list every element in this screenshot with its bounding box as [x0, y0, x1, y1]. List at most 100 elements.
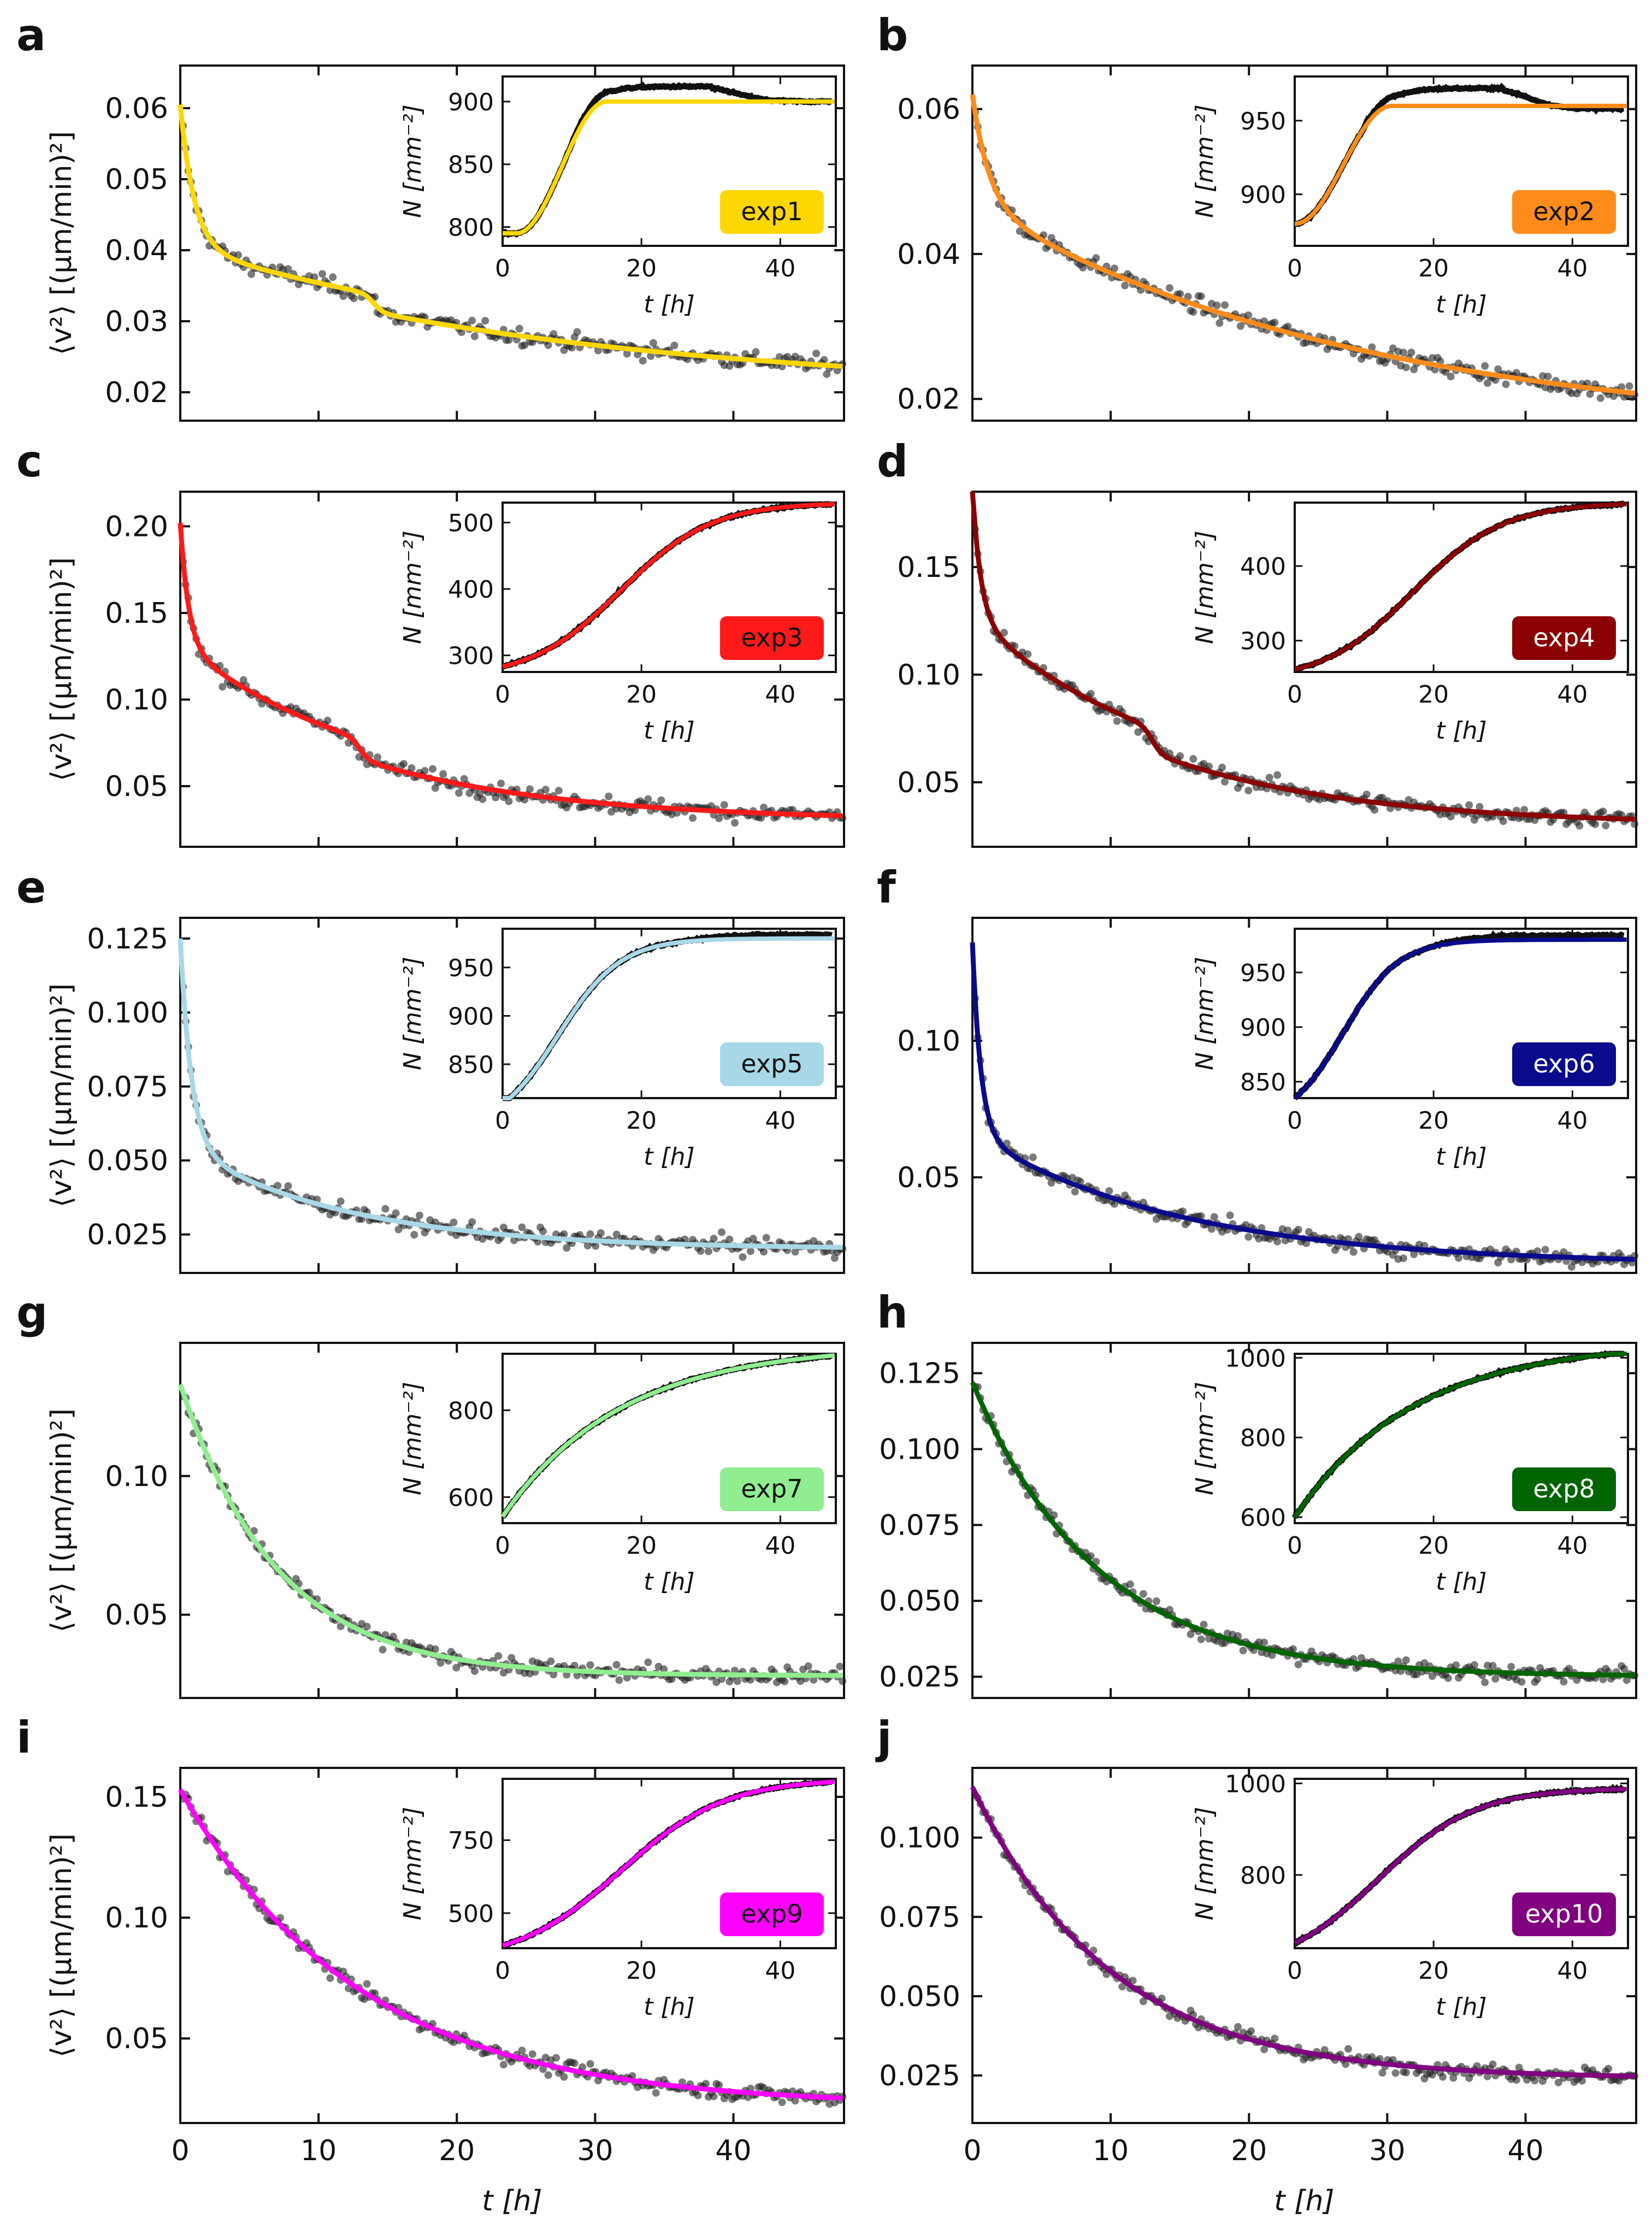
inset: 0 20 40 300 400 t [h] N [mm⁻²] exp4 — [1191, 500, 1629, 745]
data-point — [439, 770, 447, 778]
legend-badge — [720, 616, 824, 660]
data-point — [373, 753, 381, 762]
inset-x-tick-label: 0 — [1287, 1532, 1302, 1560]
inset-x-axis-label: t [h] — [644, 1993, 694, 2021]
data-point — [647, 352, 655, 360]
data-point — [1234, 2023, 1242, 2031]
y-tick-label: 0.125 — [87, 923, 168, 956]
data-point — [1271, 2035, 1279, 2043]
y-axis-label: ⟨v²⟩ [(μm/min)²] — [45, 131, 78, 355]
data-point — [518, 2047, 526, 2055]
y-tick-label: 0.15 — [897, 551, 960, 584]
data-point — [1567, 1263, 1576, 1271]
data-point — [804, 1662, 812, 1670]
inset-fit-line — [1294, 103, 1627, 226]
panel-b: b 0.02 0.04 0.06 0 20 40 900 950 t [h] N [mm⁻²] exp… — [877, 10, 1639, 422]
inset-y-tick-label: 600 — [1240, 1504, 1286, 1532]
x-axis-label: t [h] — [1274, 2185, 1334, 2218]
panel-e: e 0.025 0.050 0.075 0.100 0.125 ⟨v²⟩ [(μm/min)… — [16, 862, 847, 1274]
data-point — [615, 1676, 623, 1684]
inset-x-tick-label: 40 — [1557, 255, 1588, 282]
data-point — [1533, 1247, 1542, 1255]
data-point — [455, 789, 463, 797]
data-point — [757, 814, 765, 822]
data-point — [1402, 1656, 1410, 1664]
inset-y-tick-label: 750 — [448, 1827, 494, 1855]
data-point — [1213, 301, 1221, 309]
data-point — [594, 346, 602, 355]
inset-x-tick-label: 40 — [1557, 1957, 1588, 1985]
data-point — [1533, 1675, 1542, 1683]
data-point — [515, 325, 523, 333]
inset-y-tick-label: 800 — [1240, 1862, 1286, 1890]
data-point — [284, 265, 292, 273]
data-point — [1207, 1225, 1216, 1233]
inset-y-tick-label: 800 — [448, 1397, 494, 1425]
data-point — [1491, 376, 1500, 384]
data-point — [623, 350, 631, 358]
data-point — [1244, 787, 1253, 795]
data-point — [1576, 822, 1584, 830]
inset-x-axis-label: t [h] — [1436, 1993, 1486, 2021]
data-point — [363, 1980, 371, 1988]
panel-c: c 0.05 0.10 0.15 0.20 ⟨v²⟩ [(μm/min)²] 0 20 40 30… — [16, 436, 847, 848]
inset-y-axis-label: N [mm⁻²] — [1191, 530, 1219, 644]
legend-label: exp8 — [1533, 1474, 1595, 1503]
legend-label: exp9 — [741, 1899, 803, 1929]
inset-y-tick-label: 400 — [448, 576, 494, 604]
y-tick-label: 0.050 — [879, 1980, 960, 2013]
inset-x-tick-label: 20 — [1418, 1107, 1449, 1135]
data-point — [1105, 1187, 1113, 1195]
axes-frame — [179, 491, 845, 848]
panel-i: i 0 10 20 30 40 t [h] 0.05 0.10 0.15 ⟨v²⟩ [(μm/min… — [16, 1712, 847, 2218]
data-point — [605, 792, 613, 800]
y-tick-label: 0.15 — [105, 597, 168, 630]
x-tick-label: 40 — [1507, 2134, 1543, 2167]
data-point — [505, 797, 513, 805]
data-point — [499, 2061, 508, 2069]
inset: 0 20 40 300 400 500 t [h] N [mm⁻²] exp3 — [399, 500, 837, 745]
data-point — [592, 1242, 600, 1250]
data-point — [392, 1209, 400, 1217]
data-point — [394, 1225, 403, 1234]
data-point — [710, 2092, 718, 2101]
inset: 0 20 40 800 1000 t [h] N [mm⁻²] exp10 — [1191, 1770, 1629, 2021]
data-point — [781, 1677, 789, 1685]
data-point — [739, 1253, 747, 1261]
inset-x-tick-label: 40 — [765, 1107, 795, 1135]
data-point — [563, 1244, 571, 1252]
legend-badge — [1512, 616, 1616, 660]
inset-fit-line — [1294, 1786, 1627, 1945]
data-point — [436, 1659, 445, 1667]
data-point — [1139, 1997, 1147, 2006]
data-point — [539, 1227, 547, 1235]
data-point — [1294, 1660, 1302, 1668]
legend-badge — [720, 190, 824, 234]
fit-line — [178, 104, 843, 369]
data-point — [408, 764, 416, 772]
data-point — [1226, 1211, 1234, 1219]
data-point — [1289, 1645, 1297, 1653]
data-point — [526, 785, 534, 793]
data-point — [560, 1230, 568, 1239]
inset-fit-line — [503, 99, 835, 235]
data-point — [1197, 1635, 1205, 1643]
x-tick-label: 10 — [300, 2134, 337, 2167]
data-point — [715, 2081, 723, 2089]
inset-x-tick-label: 20 — [626, 1957, 657, 1985]
inset-y-tick-label: 850 — [1240, 1069, 1286, 1096]
data-point — [759, 804, 768, 812]
y-tick-label: 0.100 — [879, 1822, 960, 1855]
data-point — [1139, 1590, 1147, 1598]
data-point — [830, 1254, 839, 1262]
axes-frame — [179, 917, 845, 1274]
inset-y-axis-label: N [mm⁻²] — [1191, 1807, 1219, 1920]
y-tick-label: 0.125 — [879, 1358, 960, 1390]
inset-x-tick-label: 20 — [626, 1532, 657, 1560]
data-point — [415, 1211, 423, 1219]
data-point — [560, 2073, 568, 2081]
data-point — [1407, 349, 1415, 357]
data-point — [586, 2060, 594, 2068]
inset-y-axis-label: N [mm⁻²] — [399, 530, 427, 644]
